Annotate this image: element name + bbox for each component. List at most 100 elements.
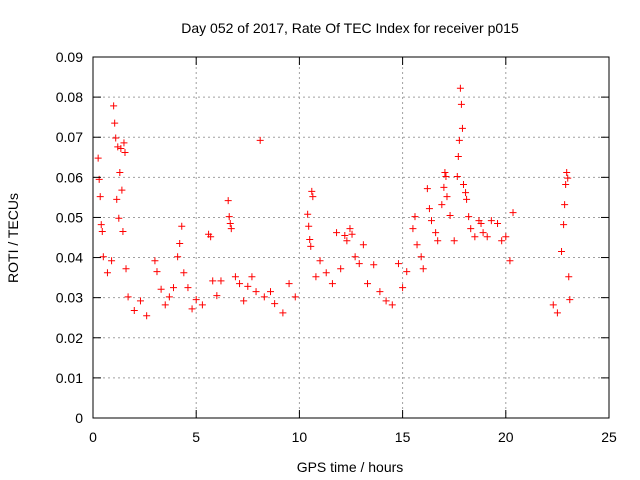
grid-lines xyxy=(93,57,609,418)
x-axis-label: GPS time / hours xyxy=(297,459,404,475)
y-tick-label: 0.01 xyxy=(56,370,83,386)
data-point xyxy=(498,237,506,245)
data-point xyxy=(174,253,182,261)
data-point xyxy=(425,205,433,213)
data-point xyxy=(399,284,407,292)
data-point xyxy=(566,296,574,304)
data-point xyxy=(227,225,235,233)
x-tick-labels: 0 5 10 15 20 25 xyxy=(89,429,617,445)
data-point xyxy=(558,248,566,256)
y-tick-label: 0 xyxy=(75,410,83,426)
data-point xyxy=(479,229,487,237)
data-point xyxy=(411,213,419,221)
data-point xyxy=(169,284,177,292)
data-point xyxy=(97,221,105,229)
data-point xyxy=(333,229,341,237)
y-tick-label: 0.06 xyxy=(56,169,83,185)
data-point xyxy=(506,257,514,265)
x-tick-label: 0 xyxy=(89,429,97,445)
y-tick-label: 0.02 xyxy=(56,330,83,346)
data-point xyxy=(306,236,314,244)
data-point xyxy=(304,210,312,218)
data-point xyxy=(564,174,572,182)
data-point xyxy=(382,297,390,305)
data-point xyxy=(553,309,561,317)
data-point xyxy=(459,181,467,189)
data-point xyxy=(441,169,449,177)
data-point xyxy=(226,219,234,227)
chart-title: Day 052 of 2017, Rate Of TEC Index for r… xyxy=(181,20,519,36)
data-point xyxy=(114,143,122,151)
data-point xyxy=(161,301,169,309)
data-point xyxy=(240,297,248,305)
data-point xyxy=(256,136,264,144)
data-point xyxy=(136,297,144,305)
data-point xyxy=(458,124,466,132)
data-point xyxy=(225,213,233,221)
y-tick-label: 0.09 xyxy=(56,49,83,65)
data-point xyxy=(322,269,330,277)
data-point xyxy=(471,233,479,241)
data-point xyxy=(456,84,464,92)
data-point xyxy=(178,222,186,230)
data-point xyxy=(143,312,151,320)
data-point xyxy=(343,237,351,245)
data-point xyxy=(443,193,451,201)
data-point xyxy=(312,273,320,281)
data-point xyxy=(180,269,188,277)
data-point xyxy=(565,273,573,281)
y-tick-labels: 0 0.01 0.02 0.03 0.04 0.05 0.06 0.07 0.08 0.09 xyxy=(56,49,83,426)
x-tick-label: 5 xyxy=(192,429,200,445)
data-point xyxy=(376,288,384,296)
data-point xyxy=(440,183,448,191)
data-point xyxy=(563,169,571,177)
y-tick-label: 0.05 xyxy=(56,209,83,225)
data-point xyxy=(267,288,275,296)
data-point xyxy=(151,257,159,265)
data-point xyxy=(113,195,121,203)
data-point xyxy=(457,100,465,108)
y-axis-label: ROTI / TECUs xyxy=(5,193,21,283)
data-point xyxy=(231,273,239,281)
data-point xyxy=(103,269,111,277)
axis-ticks xyxy=(92,56,610,419)
data-point xyxy=(370,261,378,269)
data-point xyxy=(453,173,461,181)
data-point xyxy=(423,185,431,193)
data-point xyxy=(118,186,126,194)
data-point xyxy=(432,229,440,237)
data-point xyxy=(309,193,317,201)
data-point xyxy=(99,253,107,261)
data-point xyxy=(483,233,491,241)
data-point xyxy=(346,225,354,233)
y-tick-label: 0.07 xyxy=(56,129,83,145)
data-point xyxy=(348,230,356,238)
data-point xyxy=(285,280,293,288)
data-point xyxy=(308,187,316,195)
data-point xyxy=(509,209,517,217)
data-point xyxy=(364,280,372,288)
data-point xyxy=(305,222,313,230)
data-point xyxy=(260,293,268,301)
data-point xyxy=(224,197,232,205)
data-point xyxy=(454,152,462,160)
data-point xyxy=(119,227,127,235)
data-point xyxy=(236,280,244,288)
data-point xyxy=(549,301,557,309)
data-point xyxy=(117,144,125,152)
data-point xyxy=(337,265,345,273)
data-point xyxy=(359,241,367,249)
data-point xyxy=(417,253,425,261)
data-point xyxy=(121,148,129,156)
data-point xyxy=(419,265,427,273)
data-point xyxy=(494,219,502,227)
y-tick-label: 0.04 xyxy=(56,250,83,266)
data-point xyxy=(198,301,206,309)
data-point xyxy=(560,221,568,229)
data-point xyxy=(394,260,402,268)
data-point xyxy=(388,301,396,309)
data-point xyxy=(213,292,221,300)
data-point xyxy=(341,231,349,239)
data-point xyxy=(465,213,473,221)
